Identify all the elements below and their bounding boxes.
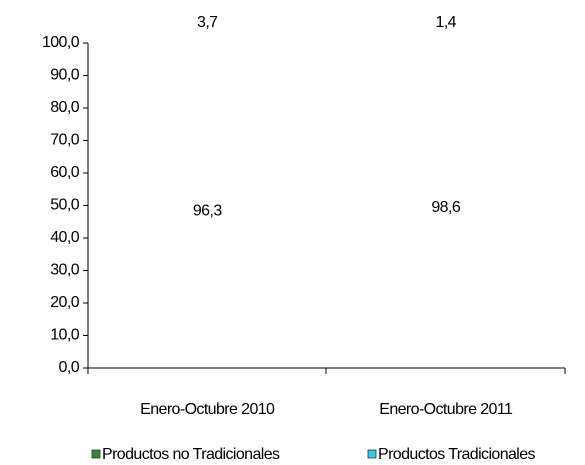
bar-segment [374,43,517,48]
y-tick-label: 10,0 [50,327,79,344]
legend-label: Productos Tradicionales [378,446,536,463]
data-label: 98,6 [431,199,460,216]
y-tick-label: 90,0 [50,67,79,84]
y-tick-label: 80,0 [50,99,79,116]
data-label: 3,7 [197,14,218,31]
legend-label: Productos no Tradicionales [102,446,280,463]
legend-swatch [367,449,377,459]
bar-segment [136,43,279,55]
data-label: 1,4 [436,14,457,31]
x-tick-label: Enero-Octubre 2010 [140,401,275,418]
y-tick-label: 40,0 [50,229,79,246]
y-tick-label: 70,0 [50,132,79,149]
y-tick-label: 20,0 [50,294,79,311]
x-tick-label: Enero-Octubre 2011 [379,401,513,418]
y-tick-label: 0,0 [59,359,80,376]
data-label: 96,3 [193,203,222,220]
y-tick-label: 100,0 [42,34,80,51]
legend-swatch [91,449,101,459]
y-tick-label: 60,0 [50,164,79,181]
y-tick-label: 30,0 [50,262,79,279]
y-tick-label: 50,0 [50,197,79,214]
